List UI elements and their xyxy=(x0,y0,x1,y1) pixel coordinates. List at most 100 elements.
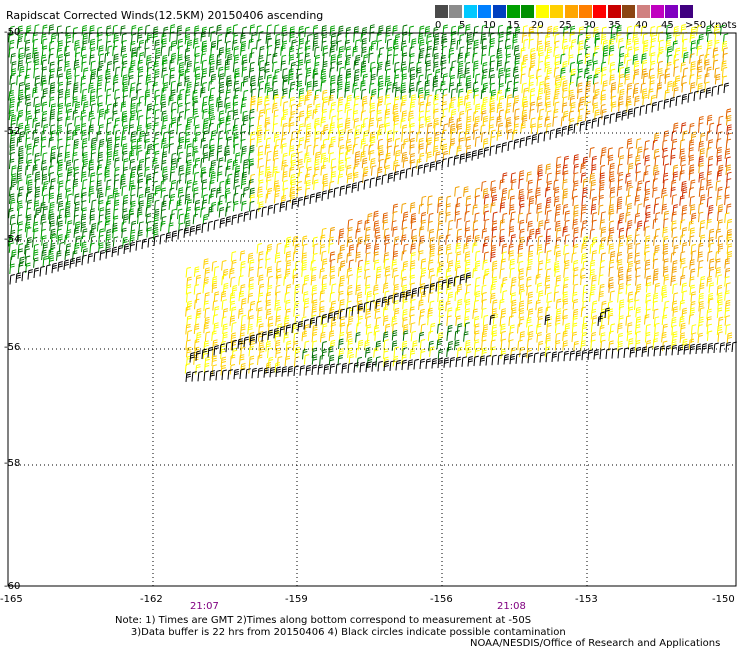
wind-barb xyxy=(445,244,452,255)
wind-barb xyxy=(519,331,525,342)
wind-barb xyxy=(672,80,678,92)
wind-barb xyxy=(330,54,336,65)
wind-barb xyxy=(416,61,422,73)
wind-barb xyxy=(130,185,136,196)
wind-barb xyxy=(10,179,16,190)
wind-barb xyxy=(635,283,642,295)
wind-barb xyxy=(698,211,704,223)
wind-barb xyxy=(258,66,265,78)
wind-barb xyxy=(267,204,273,216)
wind-barb xyxy=(81,200,87,211)
wind-barb xyxy=(50,234,57,245)
wind-barb xyxy=(9,144,15,155)
wind-barb xyxy=(425,68,431,80)
wind-barb xyxy=(690,26,696,37)
wind-barb xyxy=(178,165,184,176)
wind-barb xyxy=(203,258,209,269)
wind-barb xyxy=(600,61,607,73)
wind-barb xyxy=(312,173,318,185)
wind-barb xyxy=(411,228,417,240)
wind-barb xyxy=(275,291,281,302)
wind-barb xyxy=(258,179,264,190)
wind-barb xyxy=(645,299,652,311)
wind-barb xyxy=(144,24,151,36)
wind-barb xyxy=(360,88,367,100)
wind-barb xyxy=(679,275,686,286)
wind-barb xyxy=(600,237,606,248)
wind-barb xyxy=(257,193,263,205)
wind-barb xyxy=(327,312,333,323)
wind-barb xyxy=(609,61,615,73)
wind-barb xyxy=(409,46,415,57)
wind-barb xyxy=(17,89,24,101)
wind-barb xyxy=(328,346,334,357)
wind-barb xyxy=(626,46,633,57)
wind-barb xyxy=(545,88,551,100)
wind-barb xyxy=(274,185,281,197)
wind-barb xyxy=(607,154,614,166)
wind-barb xyxy=(274,330,280,342)
wind-barb xyxy=(128,208,134,219)
wind-barb xyxy=(250,82,256,93)
wind-barb xyxy=(617,332,623,344)
wind-barb xyxy=(378,47,385,58)
wind-barb xyxy=(616,196,623,208)
legend-swatch xyxy=(507,5,520,18)
wind-barb xyxy=(330,322,337,333)
wind-barb xyxy=(291,322,297,334)
wind-barb xyxy=(218,180,225,192)
wind-barb xyxy=(594,67,601,79)
wind-barb xyxy=(644,250,650,262)
wind-barb xyxy=(715,267,721,278)
wind-barb xyxy=(544,242,550,254)
wind-barb xyxy=(303,306,309,317)
wind-barb xyxy=(210,159,216,171)
wind-barb xyxy=(297,59,304,70)
wind-barb xyxy=(374,308,381,320)
wind-barb xyxy=(598,274,604,285)
wind-barb xyxy=(455,315,461,326)
wind-barb xyxy=(49,115,55,127)
wind-barb xyxy=(382,219,389,230)
wind-barb xyxy=(144,38,150,50)
wind-barb xyxy=(521,96,528,107)
wind-barb xyxy=(370,158,376,169)
wind-barb xyxy=(257,367,263,379)
wind-barb xyxy=(130,138,137,150)
wind-barb xyxy=(420,290,426,302)
wind-barb xyxy=(220,364,226,376)
wind-barb xyxy=(716,155,722,166)
wind-barb xyxy=(66,220,73,231)
wind-barb xyxy=(218,157,224,168)
wind-barb xyxy=(656,52,663,64)
wind-barb xyxy=(201,172,207,183)
wind-barb xyxy=(378,151,384,162)
wind-barb xyxy=(582,156,588,168)
wind-barb xyxy=(293,306,299,317)
wind-barb xyxy=(481,24,487,36)
wind-barb xyxy=(504,61,510,72)
wind-barb xyxy=(357,236,363,248)
wind-barb xyxy=(652,178,658,189)
wind-barb xyxy=(420,267,427,279)
wind-barb xyxy=(634,290,640,302)
wind-barb xyxy=(153,143,159,154)
wind-barb xyxy=(313,94,319,106)
wind-barb xyxy=(579,121,585,132)
wind-barb xyxy=(292,268,298,279)
wind-barb xyxy=(416,80,422,92)
wind-barb xyxy=(644,235,651,246)
wind-barb xyxy=(65,25,71,37)
wind-barb xyxy=(256,316,262,327)
wind-barb xyxy=(626,274,632,286)
wind-barb xyxy=(624,73,630,85)
wind-barb xyxy=(696,24,702,36)
wind-barb xyxy=(376,39,382,51)
wind-barb xyxy=(301,259,307,271)
wind-barb xyxy=(154,199,160,211)
wind-barb xyxy=(81,145,88,157)
wind-barb xyxy=(500,338,507,350)
wind-barb xyxy=(213,345,219,356)
wind-barb xyxy=(582,235,589,247)
wind-barb xyxy=(285,308,291,320)
